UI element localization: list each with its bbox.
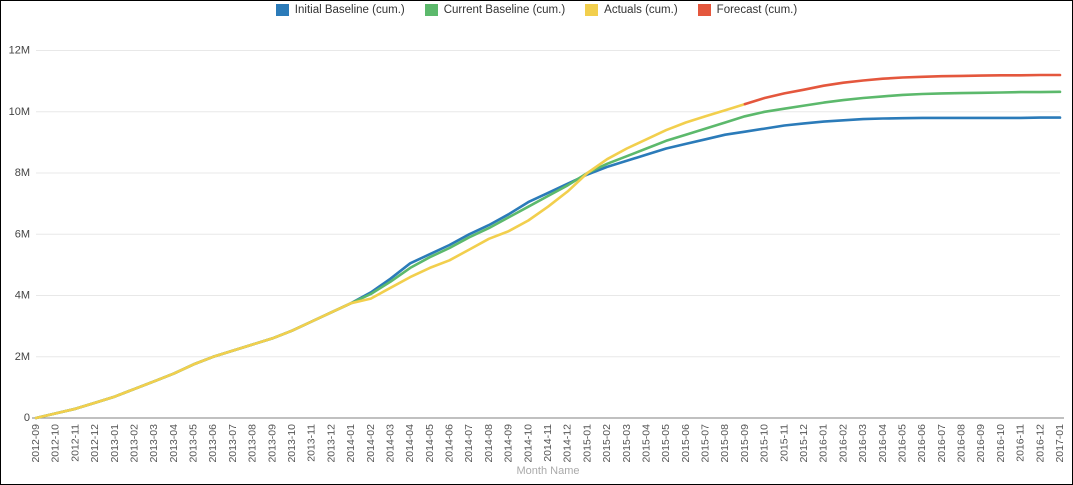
x-tick-label-2014-04: 2014-04: [404, 424, 416, 463]
x-tick-label-2014-01: 2014-01: [345, 424, 357, 463]
x-tick-label-2016-04: 2016-04: [877, 424, 889, 463]
series-line-current-baseline-cum: [34, 90, 1062, 420]
x-tick-label-2013-06: 2013-06: [207, 424, 219, 463]
y-tick-label-12M: 12M: [9, 45, 30, 57]
x-tick-label-2016-03: 2016-03: [857, 424, 869, 463]
x-tick-label-2014-09: 2014-09: [503, 424, 515, 463]
x-tick-label-2014-10: 2014-10: [522, 424, 534, 463]
series-line-initial-baseline-cum: [34, 116, 1062, 420]
y-tick-label-0: 0: [24, 412, 30, 424]
x-tick-label-2012-11: 2012-11: [69, 424, 81, 462]
chart-legend: Initial Baseline (cum.) Current Baseline …: [1, 4, 1072, 16]
x-tick-label-2013-03: 2013-03: [148, 424, 160, 463]
x-tick-label-2016-02: 2016-02: [837, 424, 849, 463]
y-tick-label-8M: 8M: [15, 167, 30, 179]
legend-item-current-baseline-cum[interactable]: Current Baseline (cum.): [424, 4, 566, 16]
x-tick-label-2013-09: 2013-09: [266, 424, 278, 463]
x-tick-label-2013-07: 2013-07: [227, 424, 239, 463]
legend-swatch-icon: [697, 4, 711, 16]
x-tick-label-2015-08: 2015-08: [719, 424, 731, 463]
x-tick-label-2015-12: 2015-12: [798, 424, 810, 463]
x-tick-label-2012-09: 2012-09: [30, 424, 42, 463]
x-tick-label-2016-07: 2016-07: [936, 424, 948, 463]
y-tick-label-6M: 6M: [15, 228, 30, 240]
x-tick-label-2014-08: 2014-08: [483, 424, 495, 463]
legend-item-forecast-cum[interactable]: Forecast (cum.): [697, 4, 798, 16]
x-tick-label-2014-07: 2014-07: [463, 424, 475, 463]
x-tick-label-2013-02: 2013-02: [128, 424, 140, 463]
x-tick-label-2015-01: 2015-01: [581, 424, 593, 463]
legend-swatch-icon: [424, 4, 438, 16]
x-tick-label-2016-10: 2016-10: [995, 424, 1007, 463]
x-tick-label-2017-01: 2017-01: [1054, 424, 1066, 463]
x-tick-label-2015-06: 2015-06: [680, 424, 692, 463]
x-tick-label-2015-07: 2015-07: [700, 424, 712, 463]
y-tick-label-4M: 4M: [15, 290, 30, 302]
x-tick-label-2016-11: 2016-11: [1015, 424, 1027, 462]
legend-item-actuals-cum[interactable]: Actuals (cum.): [585, 4, 678, 16]
x-tick-label-2014-03: 2014-03: [384, 424, 396, 463]
legend-swatch-icon: [275, 4, 289, 16]
x-tick-label-2014-11: 2014-11: [542, 424, 554, 462]
x-tick-label-2016-06: 2016-06: [916, 424, 928, 463]
x-tick-label-2015-09: 2015-09: [739, 424, 751, 463]
x-tick-label-2016-05: 2016-05: [896, 424, 908, 463]
x-tick-label-2013-04: 2013-04: [168, 424, 180, 463]
x-tick-label-2013-12: 2013-12: [325, 424, 337, 463]
x-tick-label-2012-10: 2012-10: [50, 424, 62, 463]
x-tick-label-2015-03: 2015-03: [621, 424, 633, 463]
x-tick-label-2016-12: 2016-12: [1034, 424, 1046, 463]
y-tick-label-2M: 2M: [15, 351, 30, 363]
x-tick-label-2013-11: 2013-11: [306, 424, 318, 462]
legend-label: Forecast (cum.): [716, 4, 798, 16]
x-tick-label-2014-05: 2014-05: [424, 424, 436, 463]
x-tick-label-2013-08: 2013-08: [247, 424, 259, 463]
legend-label: Current Baseline (cum.): [443, 4, 566, 16]
x-tick-label-2013-01: 2013-01: [109, 424, 121, 463]
x-tick-label-2015-04: 2015-04: [640, 424, 652, 463]
x-tick-label-2015-05: 2015-05: [660, 424, 672, 463]
series-line-forecast-cum: [743, 73, 1062, 106]
legend-label: Actuals (cum.): [604, 4, 678, 16]
legend-item-initial-baseline-cum[interactable]: Initial Baseline (cum.): [275, 4, 405, 16]
x-tick-label-2015-11: 2015-11: [778, 424, 790, 462]
x-tick-label-2016-08: 2016-08: [956, 424, 968, 463]
x-tick-label-2014-02: 2014-02: [365, 424, 377, 463]
x-tick-label-2013-05: 2013-05: [188, 424, 200, 463]
x-tick-label-2013-10: 2013-10: [286, 424, 298, 463]
x-axis-title: Month Name: [516, 465, 580, 477]
x-tick-label-2016-01: 2016-01: [818, 424, 830, 463]
x-tick-label-2016-09: 2016-09: [975, 424, 987, 463]
legend-swatch-icon: [585, 4, 599, 16]
legend-label: Initial Baseline (cum.): [294, 4, 405, 16]
x-tick-label-2012-12: 2012-12: [89, 424, 101, 463]
x-tick-label-2015-10: 2015-10: [759, 424, 771, 463]
x-tick-label-2014-06: 2014-06: [444, 424, 456, 463]
x-tick-label-2015-02: 2015-02: [601, 424, 613, 463]
y-tick-label-10M: 10M: [9, 106, 30, 118]
x-tick-label-2014-12: 2014-12: [562, 424, 574, 463]
series-line-actuals-cum: [34, 102, 747, 420]
